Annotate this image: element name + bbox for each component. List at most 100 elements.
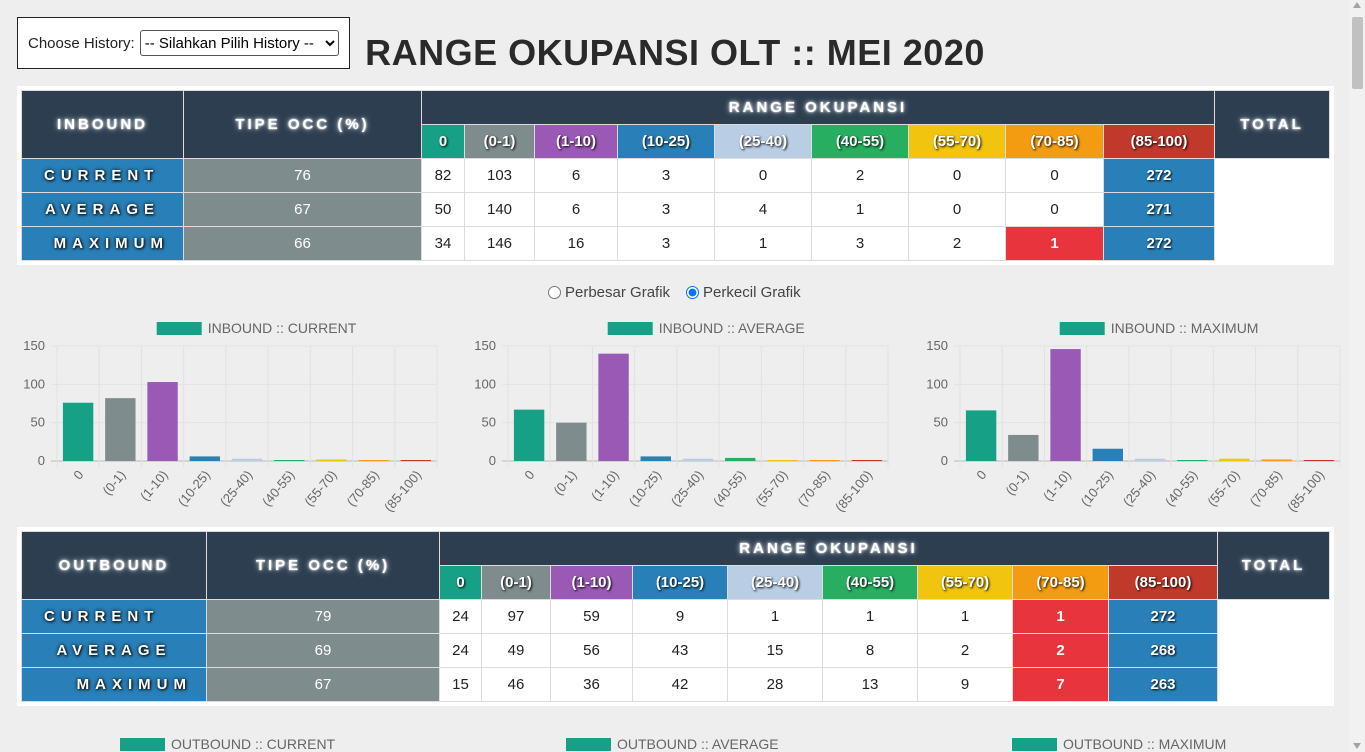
total-cell: 272 bbox=[1103, 158, 1215, 193]
x-tick-label: (0-1) bbox=[99, 467, 128, 498]
chart-bar bbox=[147, 382, 178, 461]
x-tick-label: (10-25) bbox=[1078, 467, 1116, 509]
y-tick-label: 100 bbox=[926, 376, 948, 391]
x-tick-label: (70-85) bbox=[344, 467, 382, 509]
chart-bar bbox=[598, 353, 629, 461]
chart-bar bbox=[809, 460, 840, 461]
vertical-scrollbar[interactable] bbox=[1350, 0, 1365, 752]
table-cell: 4 bbox=[714, 192, 812, 227]
table-cell: 9 bbox=[917, 667, 1013, 702]
x-tick-label: (40-55) bbox=[710, 467, 748, 509]
legend-swatch bbox=[607, 322, 653, 335]
row-label: CURRENT bbox=[21, 599, 207, 634]
chart-bar bbox=[1303, 460, 1335, 461]
legend-swatch bbox=[1012, 737, 1057, 751]
chart-bar bbox=[105, 398, 136, 461]
history-select[interactable]: -- Silahkan Pilih History -- bbox=[139, 30, 339, 56]
y-tick-label: 0 bbox=[941, 453, 948, 468]
chart-bar bbox=[274, 460, 305, 461]
table-cell: 67 bbox=[183, 192, 422, 227]
table-cell: 69 bbox=[206, 633, 440, 668]
x-tick-label: (10-25) bbox=[175, 467, 213, 509]
inbound-table-container: INBOUND TIPE OCC (%) RANGE OKUPANSI TOTA… bbox=[17, 86, 1334, 265]
row-label: CURRENT bbox=[21, 158, 184, 193]
table-cell: 8 bbox=[822, 633, 918, 668]
table-cell: 1 bbox=[714, 226, 812, 261]
chart-bar bbox=[1261, 459, 1292, 461]
inbound-table: INBOUND TIPE OCC (%) RANGE OKUPANSI TOTA… bbox=[21, 90, 1330, 261]
x-tick-label: (70-85) bbox=[795, 467, 833, 509]
table-cell: 82 bbox=[421, 158, 465, 193]
legend-outbound-maximum: OUTBOUND :: MAXIMUM bbox=[1012, 736, 1226, 752]
history-label: Choose History: bbox=[28, 34, 135, 52]
table-cell: 1 bbox=[811, 192, 909, 227]
chart-bar bbox=[513, 409, 545, 461]
table-cell: 34 bbox=[421, 226, 465, 261]
range-header-cell: (85-100) bbox=[1103, 124, 1215, 159]
x-tick-label: (55-70) bbox=[1204, 467, 1242, 509]
table-cell: 3 bbox=[617, 158, 715, 193]
table-row: CURRENT 79 24 97 59 9 1 1 1 1 272 bbox=[21, 599, 1330, 634]
x-tick-label: (10-25) bbox=[626, 467, 664, 509]
shrink-label: Perkecil Grafik bbox=[703, 284, 801, 301]
table-cell: 43 bbox=[632, 633, 728, 668]
enlarge-option[interactable]: Perbesar Grafik bbox=[548, 284, 670, 301]
row-label: AVERAGE bbox=[21, 633, 207, 668]
x-tick-label: (40-55) bbox=[1162, 467, 1200, 509]
chart-bar bbox=[1008, 434, 1039, 461]
table-cell: 36 bbox=[550, 667, 633, 702]
range-header-cell: (70-85) bbox=[1012, 565, 1109, 600]
x-tick-label: (25-40) bbox=[1120, 467, 1158, 509]
range-okupansi-header: RANGE OKUPANSI bbox=[439, 531, 1218, 566]
y-tick-label: 0 bbox=[489, 453, 496, 468]
shrink-radio[interactable] bbox=[686, 286, 700, 299]
y-tick-label: 0 bbox=[38, 453, 45, 468]
chart-bar bbox=[640, 456, 671, 461]
x-tick-label: 0 bbox=[521, 467, 537, 482]
scrollbar-thumb[interactable] bbox=[1352, 17, 1363, 89]
x-tick-label: (55-70) bbox=[752, 467, 790, 509]
table-row: AVERAGE 69 24 49 56 43 15 8 2 2 268 bbox=[21, 633, 1330, 668]
x-tick-label: (70-85) bbox=[1247, 467, 1285, 509]
table-cell: 3 bbox=[617, 192, 715, 227]
scroll-up-icon[interactable] bbox=[1353, 2, 1361, 8]
total-cell: 271 bbox=[1103, 192, 1215, 227]
chart-bar bbox=[965, 410, 997, 461]
legend-label: OUTBOUND :: CURRENT bbox=[171, 736, 336, 752]
y-tick-label: 150 bbox=[926, 338, 948, 353]
chart-size-options: Perbesar Grafik Perkecil Grafik bbox=[548, 284, 817, 301]
scroll-down-icon[interactable] bbox=[1353, 743, 1361, 749]
inbound-label: INBOUND bbox=[21, 90, 184, 159]
table-cell: 24 bbox=[439, 633, 482, 668]
row-label: MAXIMUM bbox=[21, 226, 184, 261]
chart-bar bbox=[231, 458, 263, 461]
table-cell: 0 bbox=[1005, 192, 1104, 227]
table-cell: 103 bbox=[464, 158, 535, 193]
table-row: CURRENT 76 82 103 6 3 0 2 0 0 272 bbox=[21, 158, 1330, 193]
enlarge-radio[interactable] bbox=[548, 286, 561, 299]
chart-bar bbox=[1219, 458, 1250, 461]
x-tick-label: (85-100) bbox=[381, 467, 424, 514]
table-cell: 2 bbox=[917, 633, 1013, 668]
table-cell: 1 bbox=[822, 599, 918, 634]
table-cell: 7 bbox=[1012, 667, 1109, 702]
x-tick-label: (1-10) bbox=[1040, 467, 1074, 503]
table-cell: 3 bbox=[617, 226, 715, 261]
table-cell: 15 bbox=[439, 667, 482, 702]
page-title: RANGE OKUPANSI OLT :: MEI 2020 bbox=[365, 32, 985, 73]
chart-legend: INBOUND :: AVERAGE bbox=[607, 320, 805, 336]
table-cell: 76 bbox=[183, 158, 422, 193]
chart-bar bbox=[189, 456, 220, 461]
y-tick-label: 150 bbox=[23, 338, 45, 353]
shrink-option[interactable]: Perkecil Grafik bbox=[686, 284, 801, 301]
table-cell: 140 bbox=[464, 192, 535, 227]
table-cell: 146 bbox=[464, 226, 535, 261]
table-cell: 2 bbox=[1012, 633, 1109, 668]
range-header-cell: (25-40) bbox=[727, 565, 823, 600]
range-header-cell: 0 bbox=[421, 124, 465, 159]
range-header-cell: (10-25) bbox=[632, 565, 728, 600]
range-header-cell: (25-40) bbox=[714, 124, 812, 159]
table-cell: 42 bbox=[632, 667, 728, 702]
chart-bar bbox=[725, 457, 756, 461]
chart-bar bbox=[1050, 349, 1081, 461]
